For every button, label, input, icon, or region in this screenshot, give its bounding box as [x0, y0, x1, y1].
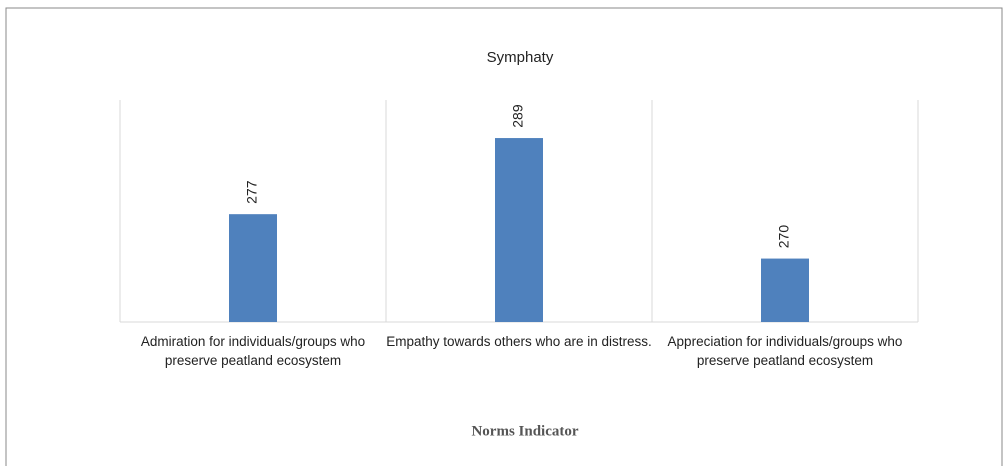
x-tick-label: Admiration for individuals/groups who pr…	[140, 334, 366, 368]
data-label: 270	[776, 225, 792, 249]
bar	[229, 214, 277, 322]
x-tick-label-box: Appreciation for individuals/groups who …	[667, 334, 903, 368]
chart-title: Symphaty	[487, 49, 554, 66]
x-tick-label-box: Empathy towards others who are in distre…	[386, 334, 652, 349]
bar	[761, 258, 809, 322]
bar	[495, 138, 543, 322]
x-tick-label: Empathy towards others who are in distre…	[386, 334, 652, 349]
data-label: 289	[510, 104, 526, 128]
data-label: 277	[244, 180, 260, 204]
x-tick-label-box: Admiration for individuals/groups who pr…	[140, 334, 366, 368]
x-tick-label: Appreciation for individuals/groups who …	[667, 334, 903, 368]
x-axis-title: Norms Indicator	[471, 423, 578, 439]
